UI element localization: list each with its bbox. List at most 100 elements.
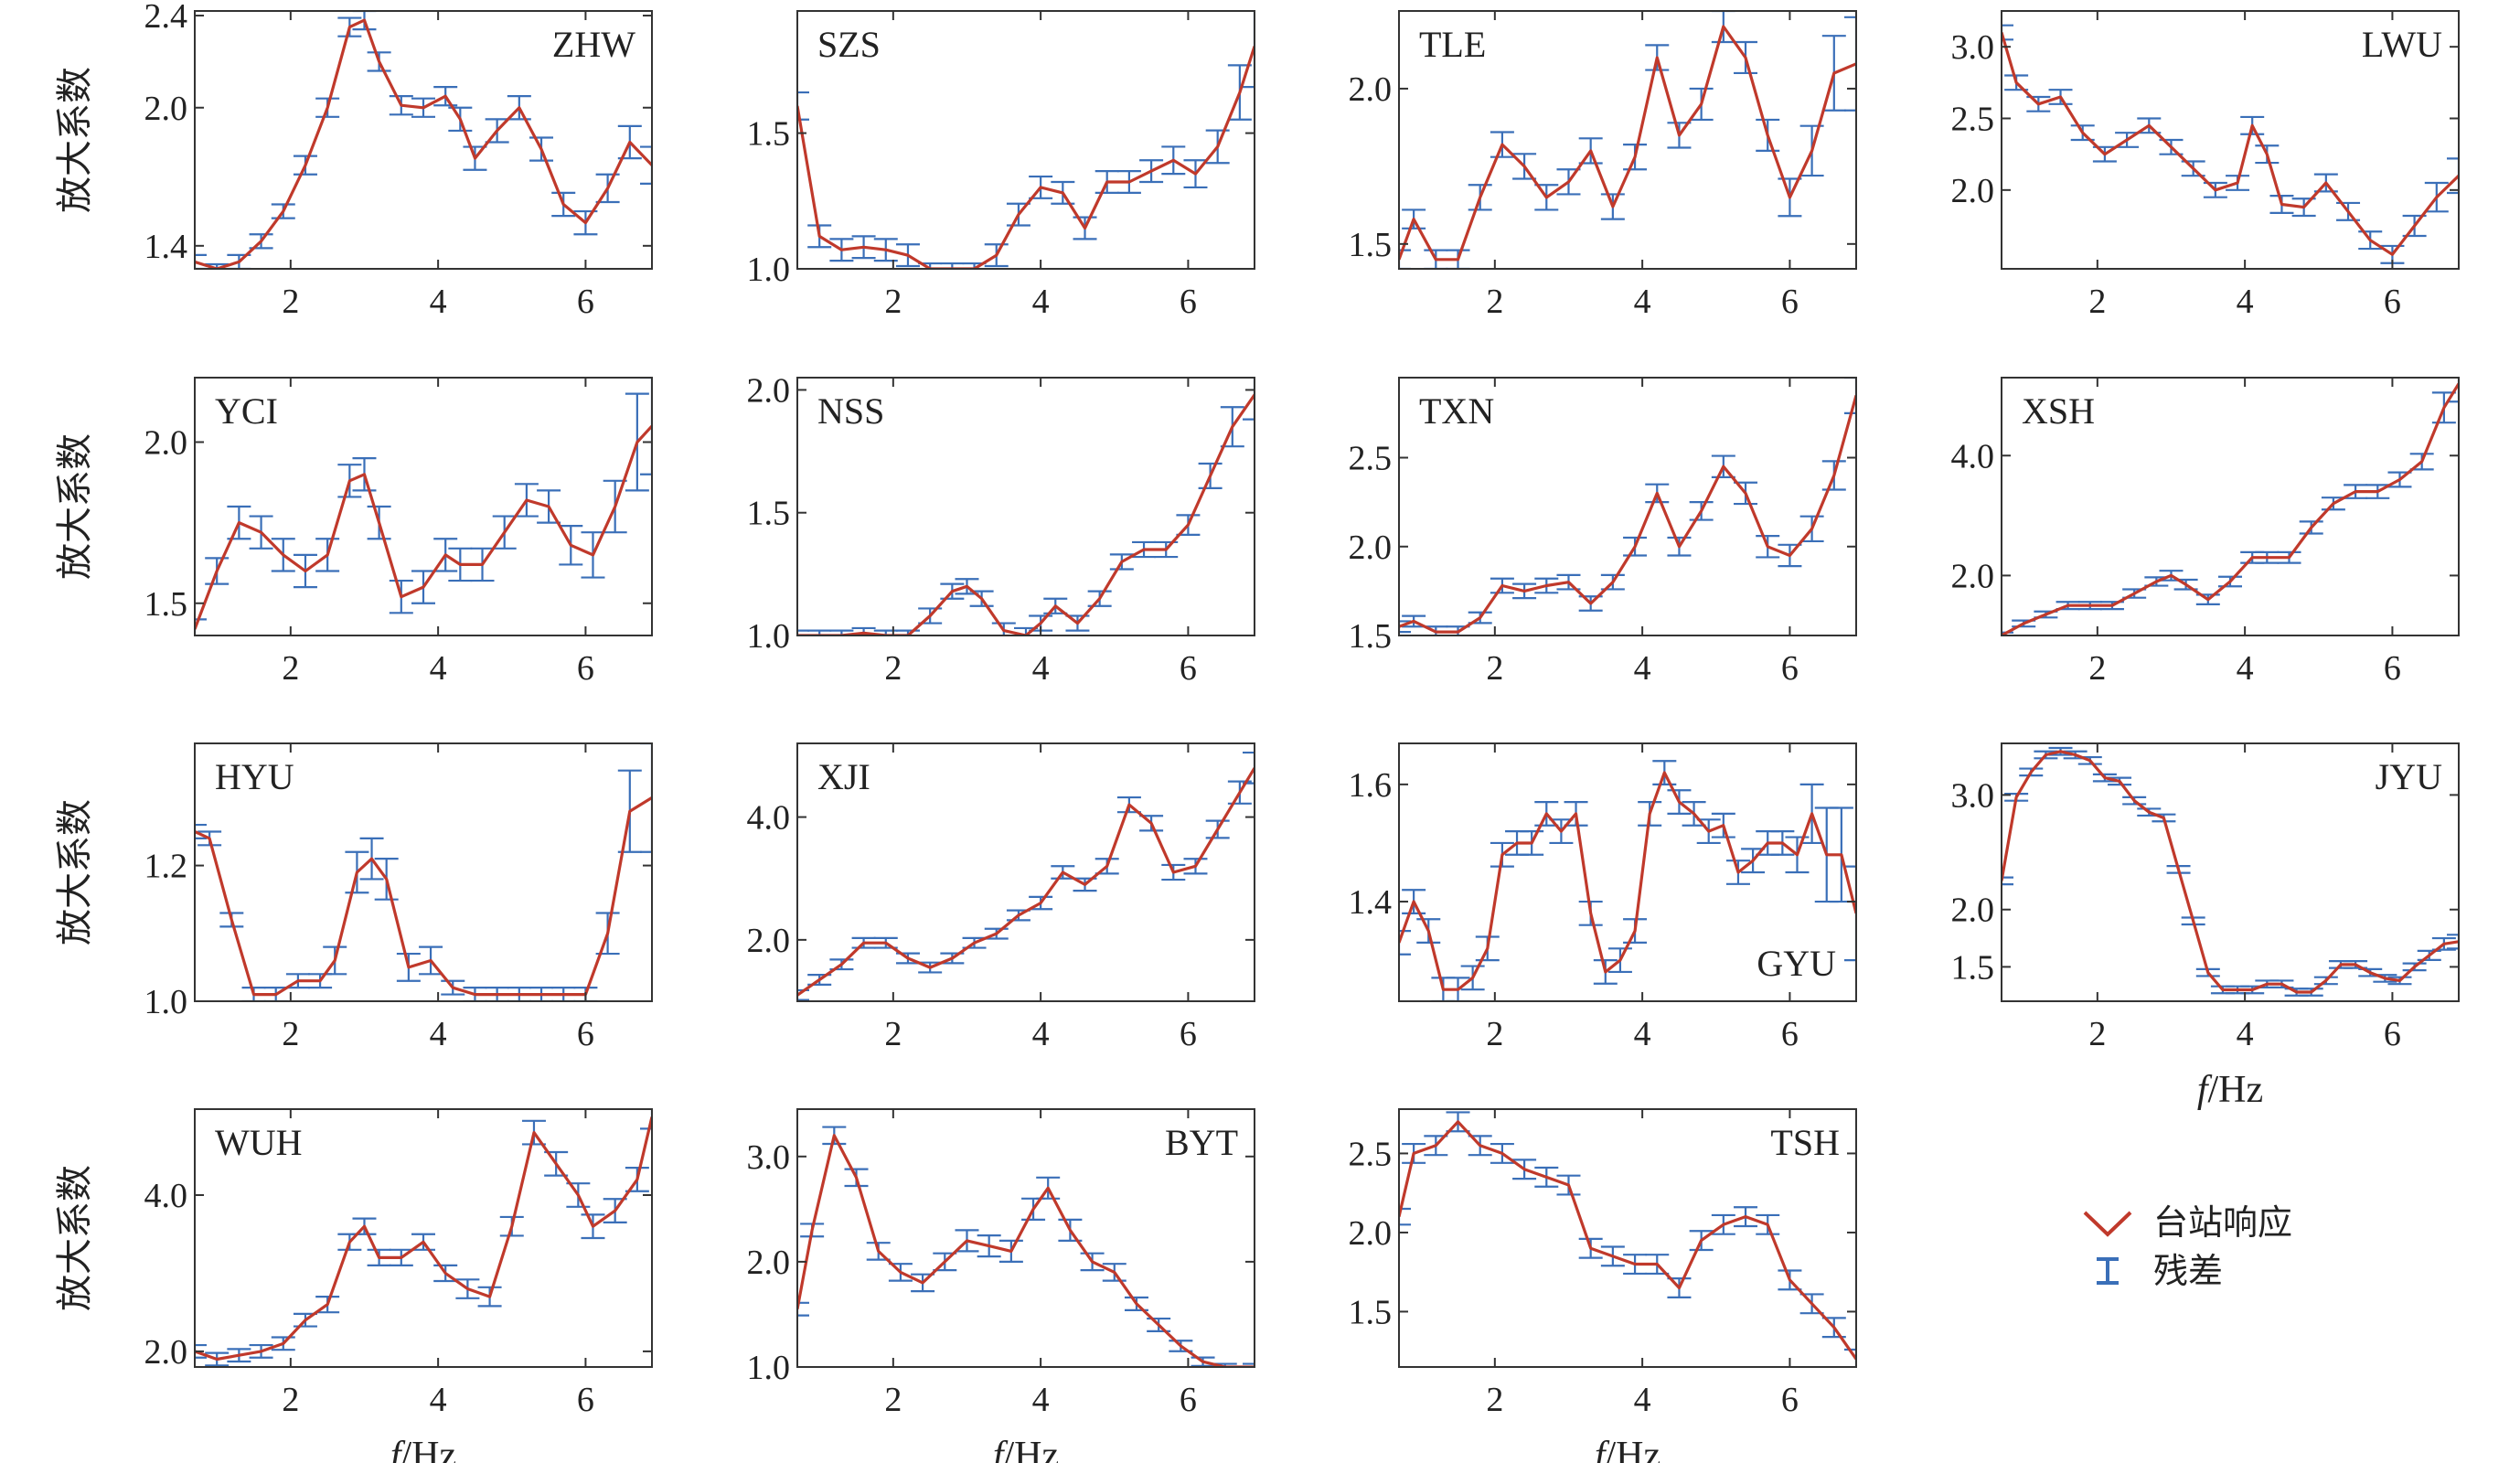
- error-bar: [797, 91, 809, 121]
- station-label: SZS: [817, 24, 881, 65]
- y-tick-label: 2.0: [747, 371, 791, 410]
- y-tick-label: 3.0: [1951, 28, 1995, 67]
- response-line: [195, 424, 652, 630]
- error-bar: [895, 629, 920, 635]
- plot-area: [1399, 11, 1856, 269]
- legend-response-label: 台站响应: [2153, 1204, 2292, 1243]
- error-bar: [640, 378, 652, 475]
- panel-xsh: 2 4 6 2.0 4.0 XSH: [1951, 377, 2460, 688]
- y-tick-label: 1.0: [747, 1349, 791, 1387]
- error-bar: [1243, 11, 1255, 89]
- y-tick-label: 2.0: [747, 1244, 791, 1282]
- y-axis-label: 放大系数: [54, 433, 95, 580]
- error-bar: [1243, 1362, 1255, 1367]
- y-tick-label: 1.0: [747, 251, 791, 289]
- x-tick-label: 6: [1781, 283, 1799, 321]
- error-bar: [195, 823, 207, 839]
- x-tick-label: 2: [1486, 649, 1503, 688]
- station-label: NSS: [817, 390, 884, 432]
- x-tick-label: 6: [1781, 649, 1799, 688]
- station-label: GYU: [1757, 943, 1836, 984]
- y-tick-label: 1.4: [1349, 883, 1393, 922]
- x-tick-label: 6: [577, 1015, 594, 1053]
- x-tick-label: 4: [430, 283, 447, 321]
- station-label: ZHW: [552, 24, 635, 65]
- error-bar: [797, 629, 809, 635]
- y-tick-label: 4.0: [747, 799, 791, 838]
- response-line: [2002, 382, 2459, 635]
- error-bar: [1243, 378, 1255, 421]
- x-tick-label: 6: [1180, 649, 1197, 688]
- x-tick-label: 4: [1032, 649, 1050, 688]
- error-bar: [940, 262, 965, 269]
- station-label: TSH: [1770, 1122, 1840, 1163]
- legend-residual-label: 残差: [2153, 1253, 2223, 1291]
- y-tick-label: 1.2: [144, 848, 188, 886]
- response-line: [195, 18, 652, 269]
- panel-txn: 2 4 6 1.5 2.0 2.5 TXN: [1349, 377, 1857, 688]
- panel-tsh: 2 4 6 1.5 2.0 2.5 TSH f/Hz: [1349, 1108, 1857, 1463]
- panels: 2 4 6 1.4 2.0 2.4 ZHW 放大系数 2 4 6 1.0 1.5 SZS 2 4 6 1.5 2.0…: [54, 0, 2460, 1463]
- panel-hyu: 2 4 6 1.0 1.2 HYU 放大系数: [54, 742, 653, 1053]
- y-axis-label: 放大系数: [54, 799, 95, 945]
- axes-frame: [194, 377, 653, 636]
- plot-area: [2002, 746, 2459, 997]
- y-tick-label: 2.0: [1951, 892, 1995, 930]
- x-tick-label: 2: [282, 283, 299, 321]
- axes-frame: [796, 1108, 1255, 1368]
- y-tick-label: 3.0: [1951, 776, 1995, 815]
- x-tick-label: 4: [1032, 283, 1050, 321]
- error-bar: [640, 743, 652, 853]
- panel-yci: 2 4 6 1.5 2.0 YCI 放大系数: [54, 377, 653, 688]
- legend: 台站响应 残差: [2083, 1204, 2292, 1291]
- station-label: BYT: [1165, 1122, 1238, 1163]
- axes-frame: [194, 1108, 653, 1368]
- error-bar: [640, 1109, 652, 1130]
- plot-area: [195, 11, 652, 269]
- error-bar: [1399, 249, 1411, 269]
- error-bar: [807, 629, 832, 635]
- y-tick-label: 1.5: [1349, 617, 1393, 656]
- panel-tle: 2 4 6 1.5 2.0 TLE: [1349, 10, 1857, 321]
- response-line: [797, 1134, 1255, 1367]
- error-bar: [829, 629, 854, 635]
- x-tick-label: 6: [2384, 1015, 2401, 1053]
- x-tick-label: 2: [884, 1381, 902, 1419]
- response-line: [1399, 25, 1856, 262]
- axes-frame: [2001, 742, 2460, 1002]
- x-tick-label: 4: [1634, 283, 1651, 321]
- station-label: YCI: [215, 390, 278, 432]
- error-bar: [2447, 378, 2459, 403]
- x-tick-label: 6: [1180, 283, 1197, 321]
- plot-area: [195, 743, 652, 1001]
- y-tick-label: 1.6: [1349, 766, 1393, 805]
- error-bar: [2002, 876, 2013, 886]
- x-axis-label: f/Hz: [993, 1435, 1059, 1463]
- x-tick-label: 6: [1180, 1381, 1197, 1419]
- x-tick-label: 4: [2237, 1015, 2254, 1053]
- error-bar: [1844, 378, 1856, 414]
- axes-frame: [194, 10, 653, 270]
- station-label: XJI: [817, 756, 870, 797]
- x-tick-label: 4: [430, 1015, 447, 1053]
- error-bar: [1844, 16, 1856, 112]
- panel-zhw: 2 4 6 1.4 2.0 2.4 ZHW 放大系数: [54, 0, 653, 321]
- panel-szs: 2 4 6 1.0 1.5 SZS: [747, 10, 1255, 321]
- x-axis-label: f/Hz: [390, 1435, 456, 1463]
- y-axis-label: 放大系数: [54, 1165, 95, 1311]
- error-bar: [640, 145, 652, 185]
- error-bar: [2447, 934, 2459, 950]
- error-bar: [2002, 24, 2013, 41]
- error-bar: [195, 253, 207, 269]
- axes-frame: [1398, 10, 1857, 270]
- station-label: TXN: [1419, 390, 1494, 432]
- legend-response-swatch: [2083, 1211, 2132, 1237]
- station-label: TLE: [1419, 24, 1486, 65]
- x-tick-label: 2: [1486, 1381, 1503, 1419]
- plot-area: [2002, 24, 2459, 264]
- y-tick-label: 2.5: [1349, 440, 1393, 478]
- x-tick-label: 4: [1634, 1381, 1651, 1419]
- y-tick-label: 1.5: [747, 115, 791, 154]
- y-tick-label: 1.5: [144, 585, 188, 624]
